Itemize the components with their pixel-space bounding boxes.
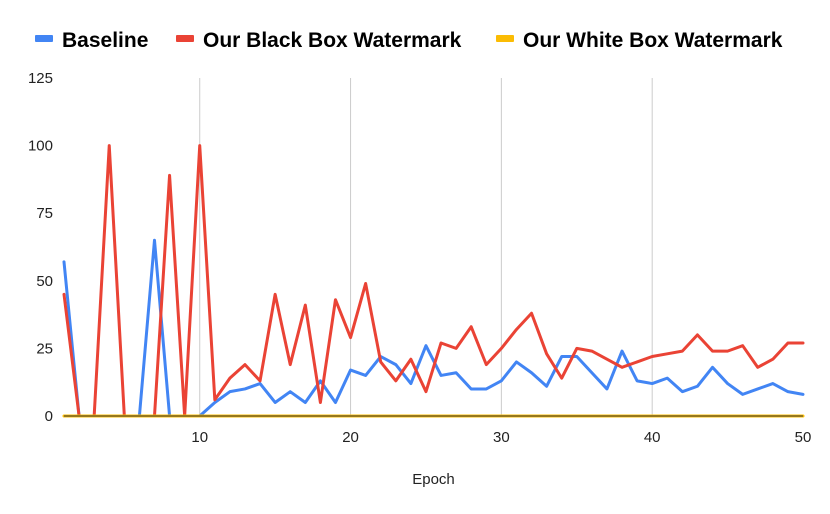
x-axis-tick-labels: 10 20 30 40 50 — [191, 429, 811, 446]
x-tick-label: 30 — [493, 429, 510, 446]
legend-label: Our Black Box Watermark — [203, 29, 462, 52]
y-tick-label: 125 — [28, 70, 53, 87]
series-line-our-black-box-watermark — [62, 144, 805, 418]
y-tick-label: 100 — [28, 138, 53, 155]
legend-item-our-black-box-watermark: Our Black Box Watermark — [176, 29, 462, 52]
x-tick-label: 20 — [342, 429, 359, 446]
y-tick-label: 0 — [45, 408, 53, 425]
y-tick-label: 25 — [36, 340, 53, 357]
y-tick-label: 75 — [36, 205, 53, 222]
x-axis-title: Epoch — [412, 471, 455, 488]
legend-label: Our White Box Watermark — [523, 29, 783, 52]
y-axis-tick-labels: 0 25 50 75 100 125 — [28, 70, 53, 425]
legend: Baseline Our Black Box Watermark Our White… — [35, 29, 783, 52]
x-tick-label: 10 — [191, 429, 208, 446]
grid-lines — [199, 78, 653, 416]
series-lines — [62, 144, 805, 418]
legend-item-baseline: Baseline — [35, 29, 148, 52]
x-tick-label: 40 — [644, 429, 661, 446]
x-tick-label: 50 — [795, 429, 812, 446]
y-tick-label: 50 — [36, 273, 53, 290]
legend-label: Baseline — [62, 29, 148, 52]
legend-item-our-white-box-watermark: Our White Box Watermark — [496, 29, 783, 52]
legend-swatch — [176, 35, 194, 42]
legend-swatch — [35, 35, 53, 42]
legend-swatch — [496, 35, 514, 42]
